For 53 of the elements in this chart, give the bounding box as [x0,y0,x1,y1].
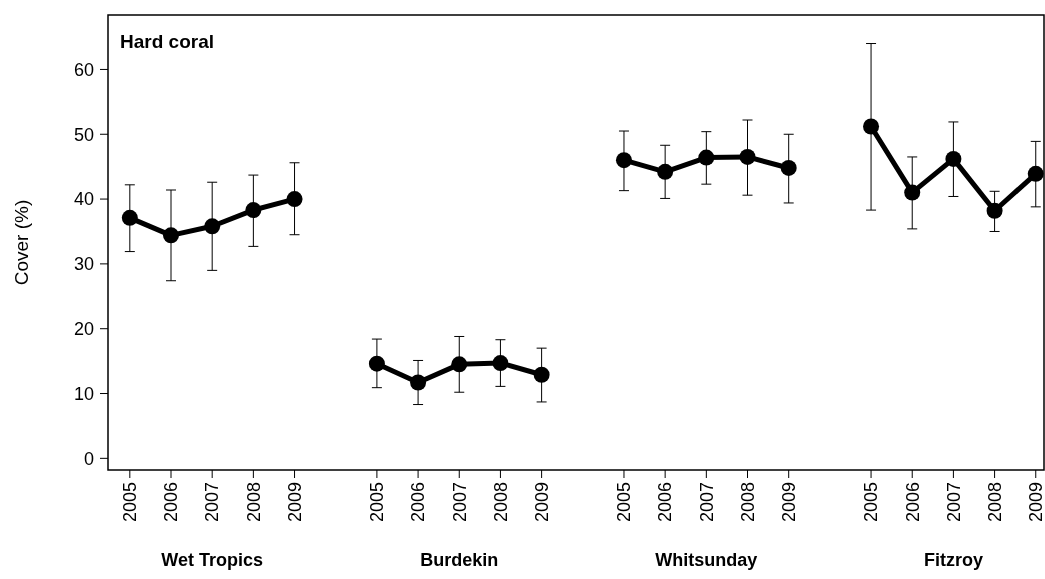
point [533,366,550,383]
y-tick-label: 40 [73,189,94,210]
x-tick-label: 2007 [943,482,964,523]
point [986,202,1003,219]
text: Wet Tropics [161,550,264,570]
y-tick-label: 50 [73,124,94,145]
point [1027,165,1044,182]
point [780,159,797,176]
x-tick-label: 2006 [902,482,923,523]
point [410,374,427,391]
x-tick-label: 2009 [284,482,305,523]
x-tick-label: 2006 [161,482,182,523]
x-tick-label: 2006 [655,482,676,523]
point [615,152,632,169]
point [163,227,179,244]
x-tick-label: 2007 [449,482,470,523]
text: Hard coral [120,31,214,52]
point [368,355,385,372]
text: Whitsunday [655,550,758,570]
point [286,191,303,208]
point [245,202,262,219]
text: Fitzroy [923,550,983,570]
y-tick-label: 10 [73,383,94,404]
x-tick-label: 2009 [1026,482,1045,523]
point [863,118,880,135]
point [657,163,674,180]
x-tick-label: 2006 [408,482,429,523]
x-tick-label: 2008 [243,482,264,523]
y-tick-label: 60 [73,59,94,80]
x-tick-label: 2005 [120,482,141,523]
point [945,150,962,167]
point [698,149,715,166]
x-tick-label: 2009 [531,482,552,523]
point [451,356,468,373]
point [492,355,509,372]
text: Burdekin [420,550,499,570]
x-tick-label: 2005 [861,482,882,523]
x-tick-label: 2009 [778,482,799,523]
x-tick-label: 2007 [696,482,717,523]
point [904,184,921,201]
y-axis-title: Cover (%) [11,199,32,286]
x-tick-label: 2008 [737,482,758,523]
x-tick-label: 2008 [490,482,511,523]
x-tick-label: 2005 [367,482,388,523]
y-tick-label: 30 [73,254,94,275]
point [739,148,756,165]
y-tick-label: 0 [83,448,94,469]
point [121,209,138,226]
point [204,218,221,235]
x-tick-label: 2005 [614,482,635,523]
x-tick-label: 2008 [984,482,1005,523]
x-tick-label: 2007 [202,482,223,523]
y-tick-label: 20 [73,319,94,339]
